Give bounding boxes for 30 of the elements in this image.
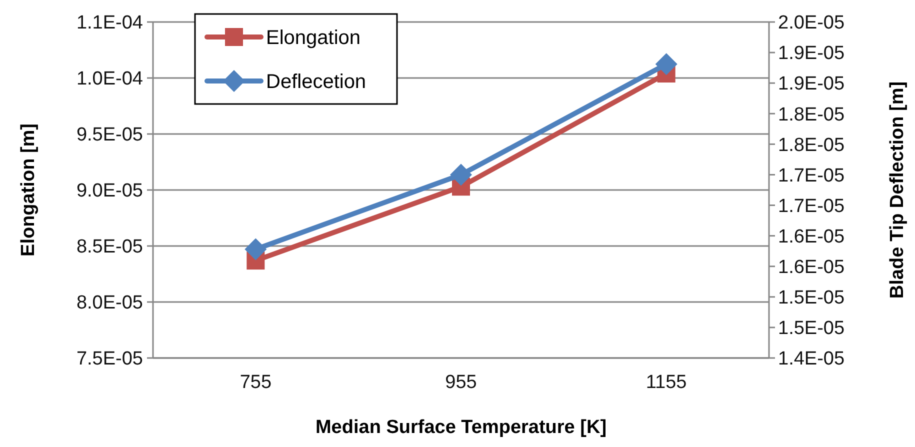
y2-tick-label: 1.6E-05 bbox=[778, 226, 845, 248]
y-axis-title: Elongation [m] bbox=[18, 124, 39, 256]
y2-tick-label: 2.0E-05 bbox=[778, 12, 845, 34]
y-tick-label: 8.0E-05 bbox=[76, 292, 143, 314]
y2-axis-title: Blade Tip Deflection [m] bbox=[887, 81, 908, 299]
y-tick-label: 1.1E-04 bbox=[76, 12, 144, 34]
y-tick-label: 9.0E-05 bbox=[76, 180, 143, 202]
legend-label: Elongation bbox=[266, 27, 361, 49]
y2-tick-label: 1.9E-05 bbox=[778, 43, 845, 64]
legend-label: Deflecetion bbox=[266, 71, 366, 93]
x-tick-label: 1155 bbox=[646, 372, 687, 393]
y2-tick-label: 1.9E-05 bbox=[778, 74, 845, 95]
y-tick-label: 7.5E-05 bbox=[76, 348, 143, 370]
y2-tick-label: 1.8E-05 bbox=[778, 104, 845, 126]
y2-tick-label: 1.5E-05 bbox=[778, 288, 845, 309]
point bbox=[655, 53, 678, 76]
y2-tick-label: 1.8E-05 bbox=[778, 134, 845, 156]
y-tick-label: 1.0E-04 bbox=[76, 68, 144, 90]
y2-tick-label: 1.5E-05 bbox=[778, 318, 845, 340]
point bbox=[244, 238, 267, 260]
x-tick-label: 955 bbox=[445, 372, 477, 393]
y-tick-label: 8.5E-05 bbox=[76, 236, 143, 258]
x-axis-title: Median Surface Temperature [K] bbox=[315, 417, 607, 438]
point bbox=[450, 164, 472, 186]
x-tick-label: 755 bbox=[240, 372, 272, 393]
y2-tick-label: 1.7E-05 bbox=[778, 165, 845, 186]
y2-tick-label: 1.6E-05 bbox=[778, 257, 845, 278]
y2-tick-label: 1.4E-05 bbox=[778, 348, 845, 370]
y2-tick-label: 1.7E-05 bbox=[778, 196, 845, 217]
y-tick-label: 9.5E-05 bbox=[76, 124, 143, 146]
